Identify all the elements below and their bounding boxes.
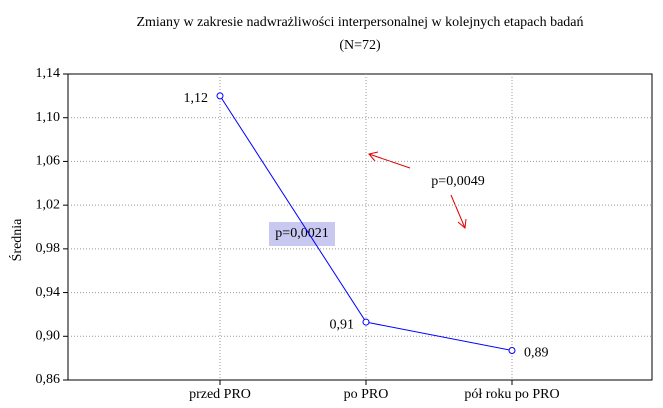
arrows	[368, 151, 467, 229]
marker	[362, 318, 370, 326]
y-tick-label: 1,02	[36, 197, 61, 212]
marker	[216, 92, 224, 100]
arrow-head	[457, 218, 467, 229]
chart-subtitle: (N=72)	[339, 38, 381, 53]
arrow-head	[368, 151, 379, 162]
y-axis-label: Średnia	[8, 218, 25, 262]
arrow	[450, 194, 466, 229]
y-tick-label: 1,14	[36, 66, 61, 81]
plot-frame	[67, 73, 653, 381]
chart-title: Zmiany w zakresie nadwrażliwości interpe…	[136, 15, 583, 30]
annotation: p=0,0021	[275, 226, 328, 241]
y-tick-label: 1,10	[36, 110, 61, 125]
value-label: 1,12	[184, 91, 209, 106]
x-tick-label: przed PRO	[189, 387, 251, 402]
annotation: p=0,0049	[431, 174, 484, 189]
y-tick-label: 0,86	[36, 372, 61, 387]
x-tick-label: pół roku po PRO	[464, 387, 559, 402]
value-label: 0,89	[524, 346, 549, 361]
marker	[508, 346, 516, 354]
y-tick-label: 0,98	[36, 241, 61, 256]
value-label: 0,91	[330, 317, 355, 332]
y-tick-label: 1,06	[36, 154, 61, 169]
y-tick-label: 0,94	[36, 285, 61, 300]
y-tick-label: 0,90	[36, 329, 61, 344]
x-tick-label: po PRO	[344, 387, 389, 402]
annotation-box	[269, 222, 335, 246]
